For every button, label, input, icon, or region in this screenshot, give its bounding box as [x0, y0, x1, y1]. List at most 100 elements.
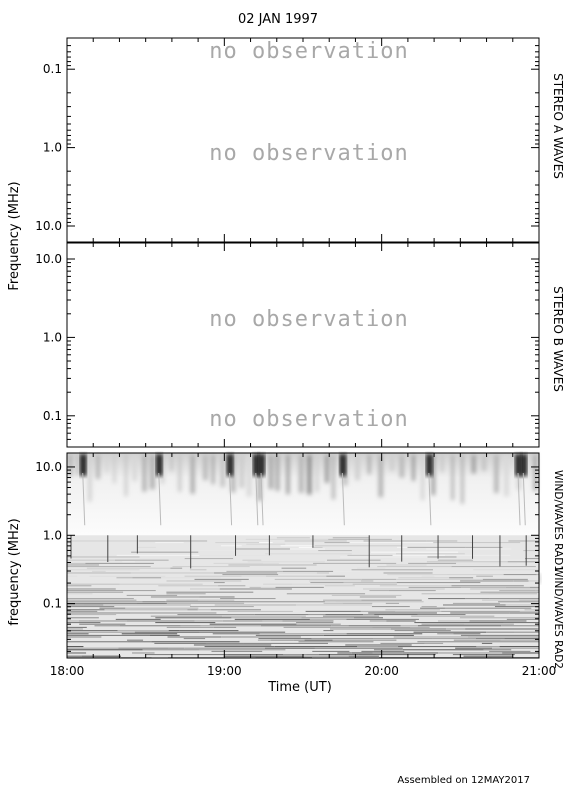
type-iii-burst [155, 454, 163, 476]
rad2-line [243, 642, 328, 644]
burst-tail [229, 472, 233, 526]
rad2-line [254, 614, 309, 616]
rad2-line [184, 575, 242, 577]
rad2-line [275, 586, 324, 588]
rad2-line [397, 546, 408, 548]
rad2-line [99, 607, 126, 609]
rad2-line [323, 602, 343, 604]
rad2-line [213, 562, 264, 564]
rad2-line [214, 582, 225, 584]
rad2-line [151, 641, 240, 643]
rad2-line [393, 636, 468, 638]
rad2-line [67, 636, 102, 638]
rad2-line [166, 580, 242, 582]
rad2-line [446, 628, 466, 630]
rad2-line [213, 626, 237, 628]
rad1-striation [471, 455, 476, 474]
rad2-line [323, 599, 362, 601]
rad2-line [529, 586, 539, 588]
rad2-line [67, 626, 87, 628]
rad2-line [438, 652, 503, 654]
rad2-line [67, 634, 150, 636]
rad2-line [386, 620, 416, 622]
rad2-line [383, 572, 433, 574]
rad2-line [189, 569, 207, 571]
wind-spectrogram [67, 453, 541, 659]
rad2-line [504, 638, 539, 640]
rad2-line [465, 546, 503, 548]
rad2-line [345, 644, 412, 646]
rad2-line [322, 615, 380, 617]
rad1-striation [451, 455, 454, 501]
ytick-label: 0.1 [43, 409, 62, 423]
rad1-striation [258, 455, 262, 501]
rad2-line [220, 598, 276, 600]
rad2-line [324, 542, 350, 544]
rad2-line [308, 614, 326, 616]
rad2-line [460, 634, 539, 636]
rad1-striation [324, 455, 330, 483]
rad2-line [114, 559, 169, 561]
rad2-line [158, 585, 219, 587]
rad2-line [249, 586, 261, 588]
rad2-line [370, 551, 459, 553]
rad2-line [67, 602, 137, 604]
rad2-line [242, 559, 262, 561]
rad2-line [283, 626, 373, 628]
type-iii-burst [339, 454, 347, 476]
rad2-line [464, 623, 514, 625]
rad2-line [155, 617, 232, 619]
rad2-line [179, 630, 239, 632]
rad2-line [132, 577, 162, 579]
rad2-line [134, 631, 200, 633]
rad1-striation [481, 455, 487, 471]
rad2-line [209, 623, 297, 625]
rad2-line [363, 614, 375, 616]
rad2-line [137, 546, 156, 548]
panel-stereo-a [66, 37, 540, 243]
rad2-line [480, 591, 539, 593]
rad2-line [270, 639, 294, 641]
rad2-line [222, 615, 306, 617]
rad2-line [387, 574, 447, 576]
rad1-striation [246, 455, 252, 497]
rad2-line [246, 543, 286, 545]
rad2-line [449, 577, 474, 579]
rad2-line [67, 604, 84, 606]
rad2-line [535, 590, 539, 592]
rad2-line [274, 646, 358, 648]
rad2-line [67, 559, 115, 561]
rad2-line [380, 642, 425, 644]
rad2-line [301, 617, 354, 619]
ytick-label: 10.0 [35, 219, 62, 233]
rad2-line [352, 583, 397, 585]
rad2-line [476, 646, 500, 648]
rad2-line [94, 625, 120, 627]
rad1-striation [202, 455, 208, 481]
rad2-line [372, 652, 403, 654]
rad2-line [328, 538, 392, 540]
rad2-line [507, 561, 539, 563]
rad2-line [437, 559, 474, 561]
rad2-line [116, 577, 133, 579]
rad2-line [282, 620, 334, 622]
rad2-line [503, 574, 537, 576]
rad2-line [396, 582, 481, 584]
rad2-line [260, 625, 332, 627]
burst-tail [522, 472, 526, 526]
rad2-line [394, 630, 451, 632]
rad2-line [513, 580, 529, 582]
rad2-line [166, 602, 245, 604]
no-observation-a1: no observation [209, 39, 408, 64]
rad2-line [473, 559, 531, 561]
rad2-line [467, 636, 539, 638]
rad2-line [349, 542, 434, 544]
rad2-line [482, 599, 520, 601]
rad2-line [126, 594, 178, 596]
rad2-line [284, 540, 347, 542]
rad2-line [386, 564, 427, 566]
rad2-line [348, 625, 401, 627]
rad2-line [67, 540, 140, 542]
rad2-line [79, 623, 126, 625]
rad2-line [258, 638, 312, 640]
